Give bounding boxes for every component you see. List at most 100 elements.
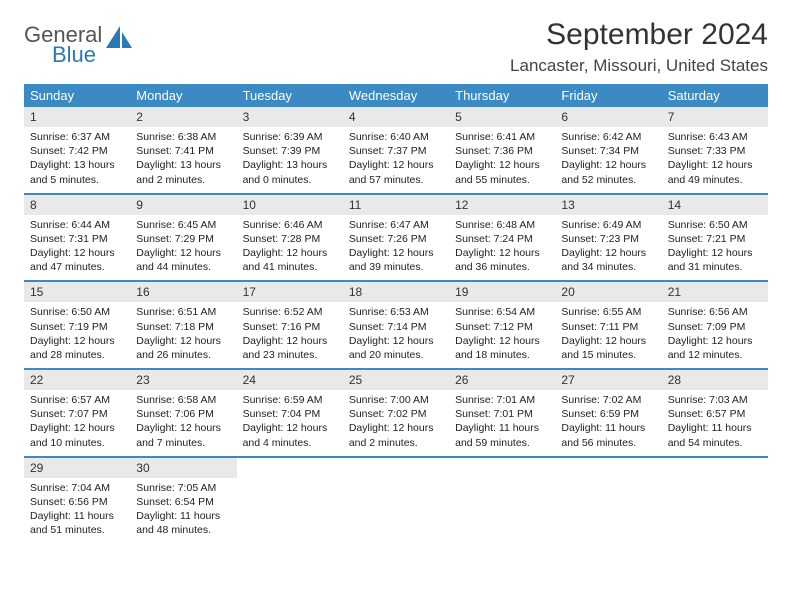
daylight-text: Daylight: 12 hours and 23 minutes. bbox=[243, 334, 337, 362]
sunrise-text: Sunrise: 7:02 AM bbox=[561, 393, 655, 407]
calendar-cell: 7Sunrise: 6:43 AMSunset: 7:33 PMDaylight… bbox=[662, 107, 768, 194]
calendar-cell: 4Sunrise: 6:40 AMSunset: 7:37 PMDaylight… bbox=[343, 107, 449, 194]
daylight-text: Daylight: 12 hours and 18 minutes. bbox=[455, 334, 549, 362]
calendar-cell: 25Sunrise: 7:00 AMSunset: 7:02 PMDayligh… bbox=[343, 369, 449, 457]
daylight-text: Daylight: 12 hours and 28 minutes. bbox=[30, 334, 124, 362]
calendar-cell: 26Sunrise: 7:01 AMSunset: 7:01 PMDayligh… bbox=[449, 369, 555, 457]
calendar-cell: 22Sunrise: 6:57 AMSunset: 7:07 PMDayligh… bbox=[24, 369, 130, 457]
calendar-cell: 14Sunrise: 6:50 AMSunset: 7:21 PMDayligh… bbox=[662, 194, 768, 282]
day-details: Sunrise: 6:58 AMSunset: 7:06 PMDaylight:… bbox=[130, 390, 236, 456]
sunrise-text: Sunrise: 6:53 AM bbox=[349, 305, 443, 319]
sunset-text: Sunset: 7:18 PM bbox=[136, 320, 230, 334]
sunrise-text: Sunrise: 6:41 AM bbox=[455, 130, 549, 144]
sunrise-text: Sunrise: 6:58 AM bbox=[136, 393, 230, 407]
day-details: Sunrise: 6:48 AMSunset: 7:24 PMDaylight:… bbox=[449, 215, 555, 281]
day-details: Sunrise: 7:02 AMSunset: 6:59 PMDaylight:… bbox=[555, 390, 661, 456]
sunset-text: Sunset: 6:59 PM bbox=[561, 407, 655, 421]
day-details: Sunrise: 6:54 AMSunset: 7:12 PMDaylight:… bbox=[449, 302, 555, 368]
calendar-cell: 18Sunrise: 6:53 AMSunset: 7:14 PMDayligh… bbox=[343, 281, 449, 369]
calendar-cell: 2Sunrise: 6:38 AMSunset: 7:41 PMDaylight… bbox=[130, 107, 236, 194]
day-number: 30 bbox=[130, 458, 236, 478]
daylight-text: Daylight: 12 hours and 44 minutes. bbox=[136, 246, 230, 274]
sunset-text: Sunset: 7:29 PM bbox=[136, 232, 230, 246]
calendar-cell: 24Sunrise: 6:59 AMSunset: 7:04 PMDayligh… bbox=[237, 369, 343, 457]
sunrise-text: Sunrise: 6:50 AM bbox=[30, 305, 124, 319]
day-details: Sunrise: 6:40 AMSunset: 7:37 PMDaylight:… bbox=[343, 127, 449, 193]
day-number: 17 bbox=[237, 282, 343, 302]
day-details: Sunrise: 6:44 AMSunset: 7:31 PMDaylight:… bbox=[24, 215, 130, 281]
sunset-text: Sunset: 7:21 PM bbox=[668, 232, 762, 246]
day-number: 26 bbox=[449, 370, 555, 390]
sunrise-text: Sunrise: 7:03 AM bbox=[668, 393, 762, 407]
day-details: Sunrise: 7:05 AMSunset: 6:54 PMDaylight:… bbox=[130, 478, 236, 544]
daylight-text: Daylight: 12 hours and 34 minutes. bbox=[561, 246, 655, 274]
calendar-row: 22Sunrise: 6:57 AMSunset: 7:07 PMDayligh… bbox=[24, 369, 768, 457]
daylight-text: Daylight: 12 hours and 55 minutes. bbox=[455, 158, 549, 186]
sunrise-text: Sunrise: 6:54 AM bbox=[455, 305, 549, 319]
sunrise-text: Sunrise: 6:56 AM bbox=[668, 305, 762, 319]
calendar-cell: .. bbox=[555, 457, 661, 544]
day-details: Sunrise: 6:56 AMSunset: 7:09 PMDaylight:… bbox=[662, 302, 768, 368]
day-number: 29 bbox=[24, 458, 130, 478]
calendar-body: 1Sunrise: 6:37 AMSunset: 7:42 PMDaylight… bbox=[24, 107, 768, 543]
daylight-text: Daylight: 13 hours and 5 minutes. bbox=[30, 158, 124, 186]
calendar-cell: 27Sunrise: 7:02 AMSunset: 6:59 PMDayligh… bbox=[555, 369, 661, 457]
day-number: 6 bbox=[555, 107, 661, 127]
day-details: Sunrise: 6:45 AMSunset: 7:29 PMDaylight:… bbox=[130, 215, 236, 281]
weekday-header: Thursday bbox=[449, 84, 555, 107]
day-number: 5 bbox=[449, 107, 555, 127]
sunset-text: Sunset: 7:26 PM bbox=[349, 232, 443, 246]
day-number: 12 bbox=[449, 195, 555, 215]
calendar-cell: 17Sunrise: 6:52 AMSunset: 7:16 PMDayligh… bbox=[237, 281, 343, 369]
daylight-text: Daylight: 12 hours and 4 minutes. bbox=[243, 421, 337, 449]
day-details: Sunrise: 6:50 AMSunset: 7:19 PMDaylight:… bbox=[24, 302, 130, 368]
calendar-cell: 28Sunrise: 7:03 AMSunset: 6:57 PMDayligh… bbox=[662, 369, 768, 457]
day-number: 1 bbox=[24, 107, 130, 127]
sunrise-text: Sunrise: 6:57 AM bbox=[30, 393, 124, 407]
sunset-text: Sunset: 7:14 PM bbox=[349, 320, 443, 334]
sunset-text: Sunset: 7:24 PM bbox=[455, 232, 549, 246]
sunset-text: Sunset: 7:36 PM bbox=[455, 144, 549, 158]
sunset-text: Sunset: 7:37 PM bbox=[349, 144, 443, 158]
calendar-cell: 10Sunrise: 6:46 AMSunset: 7:28 PMDayligh… bbox=[237, 194, 343, 282]
sunrise-text: Sunrise: 6:37 AM bbox=[30, 130, 124, 144]
sunset-text: Sunset: 7:16 PM bbox=[243, 320, 337, 334]
logo-text-blue: Blue bbox=[52, 44, 102, 66]
daylight-text: Daylight: 11 hours and 56 minutes. bbox=[561, 421, 655, 449]
day-details: Sunrise: 6:41 AMSunset: 7:36 PMDaylight:… bbox=[449, 127, 555, 193]
day-number: 23 bbox=[130, 370, 236, 390]
daylight-text: Daylight: 12 hours and 12 minutes. bbox=[668, 334, 762, 362]
logo-sail-icon bbox=[106, 26, 132, 48]
sunset-text: Sunset: 7:41 PM bbox=[136, 144, 230, 158]
day-details: Sunrise: 6:49 AMSunset: 7:23 PMDaylight:… bbox=[555, 215, 661, 281]
sunrise-text: Sunrise: 6:43 AM bbox=[668, 130, 762, 144]
day-number: 10 bbox=[237, 195, 343, 215]
day-number: 19 bbox=[449, 282, 555, 302]
sunset-text: Sunset: 6:57 PM bbox=[668, 407, 762, 421]
day-number: 24 bbox=[237, 370, 343, 390]
weekday-header: Tuesday bbox=[237, 84, 343, 107]
calendar-cell: 30Sunrise: 7:05 AMSunset: 6:54 PMDayligh… bbox=[130, 457, 236, 544]
calendar-cell: 19Sunrise: 6:54 AMSunset: 7:12 PMDayligh… bbox=[449, 281, 555, 369]
logo: General Blue bbox=[24, 24, 132, 66]
calendar-cell: 1Sunrise: 6:37 AMSunset: 7:42 PMDaylight… bbox=[24, 107, 130, 194]
day-number: 14 bbox=[662, 195, 768, 215]
day-number: 2 bbox=[130, 107, 236, 127]
calendar-cell: 13Sunrise: 6:49 AMSunset: 7:23 PMDayligh… bbox=[555, 194, 661, 282]
day-details: Sunrise: 6:42 AMSunset: 7:34 PMDaylight:… bbox=[555, 127, 661, 193]
calendar-cell: 11Sunrise: 6:47 AMSunset: 7:26 PMDayligh… bbox=[343, 194, 449, 282]
weekday-header: Wednesday bbox=[343, 84, 449, 107]
sunrise-text: Sunrise: 6:45 AM bbox=[136, 218, 230, 232]
sunrise-text: Sunrise: 6:38 AM bbox=[136, 130, 230, 144]
day-number: 7 bbox=[662, 107, 768, 127]
daylight-text: Daylight: 12 hours and 57 minutes. bbox=[349, 158, 443, 186]
daylight-text: Daylight: 12 hours and 10 minutes. bbox=[30, 421, 124, 449]
day-number: 9 bbox=[130, 195, 236, 215]
calendar-cell: 5Sunrise: 6:41 AMSunset: 7:36 PMDaylight… bbox=[449, 107, 555, 194]
calendar-cell: .. bbox=[662, 457, 768, 544]
sunset-text: Sunset: 6:54 PM bbox=[136, 495, 230, 509]
calendar-row: 15Sunrise: 6:50 AMSunset: 7:19 PMDayligh… bbox=[24, 281, 768, 369]
calendar-cell: .. bbox=[237, 457, 343, 544]
calendar-cell: .. bbox=[343, 457, 449, 544]
sunset-text: Sunset: 7:19 PM bbox=[30, 320, 124, 334]
